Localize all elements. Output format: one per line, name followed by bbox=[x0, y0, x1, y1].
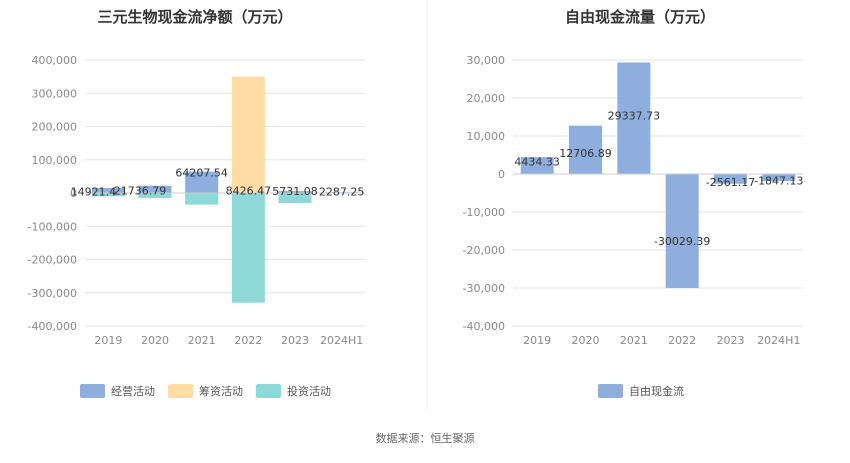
bar-investing-2020 bbox=[138, 193, 172, 198]
x-tick-label: 2021 bbox=[620, 334, 648, 347]
y-tick-label: -10,000 bbox=[463, 206, 505, 219]
y-tick-label: 300,000 bbox=[32, 87, 78, 100]
x-tick-label: 2020 bbox=[572, 334, 600, 347]
bar-financing-2022 bbox=[231, 76, 265, 193]
y-tick-label: -100,000 bbox=[28, 220, 77, 233]
y-tick-label: 100,000 bbox=[32, 154, 78, 167]
legend-swatch-operating bbox=[80, 384, 105, 398]
data-label: 12706.89 bbox=[559, 147, 612, 160]
x-tick-label: 2022 bbox=[668, 334, 696, 347]
y-tick-label: -20,000 bbox=[463, 244, 505, 257]
legend-swatch-financing bbox=[168, 384, 193, 398]
bar-fcf-2024H1 bbox=[762, 174, 796, 182]
chart-title: 三元生物现金流净额（万元） bbox=[97, 8, 292, 26]
y-tick-label: 0 bbox=[70, 187, 77, 200]
data-label: 5731.08 bbox=[272, 185, 318, 198]
legend-swatch-fcf bbox=[598, 384, 623, 398]
cash-flow-net-chart: 三元生物现金流净额（万元） 400,000 300,000 200,000 100,00… bbox=[28, 8, 365, 398]
data-label: -2561.17 bbox=[706, 176, 755, 189]
legend-label: 经营活动 bbox=[111, 384, 155, 398]
legend-label: 筹资活动 bbox=[199, 384, 243, 398]
x-tick-label: 2021 bbox=[188, 334, 216, 347]
legend-label: 投资活动 bbox=[287, 384, 331, 398]
bar-fcf-2019 bbox=[520, 157, 554, 174]
data-label: -1847.13 bbox=[754, 175, 803, 188]
y-tick-label: -200,000 bbox=[28, 254, 77, 267]
bar-fcf-2021 bbox=[617, 62, 651, 174]
y-tick-label: 0 bbox=[498, 168, 505, 181]
bar-operating-2019 bbox=[91, 188, 125, 193]
bar-fcf-2023 bbox=[714, 174, 747, 184]
data-label: 14921.4 bbox=[71, 186, 117, 199]
y-tick-label: 20,000 bbox=[467, 92, 506, 105]
x-tick-label: 2024H1 bbox=[757, 334, 800, 347]
bar-operating-2021 bbox=[185, 171, 219, 193]
legend-swatch-investing bbox=[256, 384, 281, 398]
y-tick-label: -30,000 bbox=[463, 282, 505, 295]
data-label: 64207.54 bbox=[175, 166, 228, 179]
data-label: 21736.79 bbox=[114, 184, 167, 197]
y-tick-label: 10,000 bbox=[467, 130, 506, 143]
data-label: -30029.39 bbox=[654, 235, 710, 248]
x-tick-label: 2023 bbox=[717, 334, 745, 347]
bar-investing-2019 bbox=[91, 193, 125, 197]
x-tick-label: 2020 bbox=[141, 334, 169, 347]
data-label: 4434.33 bbox=[514, 156, 560, 169]
y-tick-label: -300,000 bbox=[28, 287, 77, 300]
bar-operating-2023 bbox=[278, 191, 312, 193]
x-tick-label: 2023 bbox=[281, 334, 309, 347]
data-label: 2287.25 bbox=[319, 186, 365, 199]
chart-title: 自由现金流量（万元） bbox=[565, 8, 715, 26]
legend-label: 自由现金流 bbox=[629, 384, 684, 398]
y-tick-label: 400,000 bbox=[32, 54, 78, 67]
bar-investing-2021 bbox=[185, 193, 219, 205]
x-tick-label: 2022 bbox=[234, 334, 262, 347]
source-note: 数据来源：恒生聚源 bbox=[376, 431, 475, 445]
y-tick-label: -40,000 bbox=[463, 320, 505, 333]
bar-investing-2023 bbox=[278, 193, 312, 203]
x-tick-label: 2024H1 bbox=[320, 334, 363, 347]
data-label: 8426.47 bbox=[226, 185, 272, 198]
bar-fcf-2022 bbox=[665, 174, 699, 289]
y-tick-label: 200,000 bbox=[32, 121, 78, 134]
bar-investing-2022 bbox=[231, 193, 265, 303]
bar-operating-2020 bbox=[138, 185, 172, 193]
x-tick-label: 2019 bbox=[523, 334, 551, 347]
bar-fcf-2020 bbox=[569, 125, 602, 174]
y-tick-label: -400,000 bbox=[28, 320, 77, 333]
x-tick-label: 2019 bbox=[94, 334, 122, 347]
data-label: 29337.73 bbox=[608, 109, 661, 122]
free-cash-flow-chart: 自由现金流量（万元） 30,000 20,000 10,000 0 -10,000 -20,… bbox=[463, 8, 804, 398]
y-tick-label: 30,000 bbox=[467, 54, 506, 67]
